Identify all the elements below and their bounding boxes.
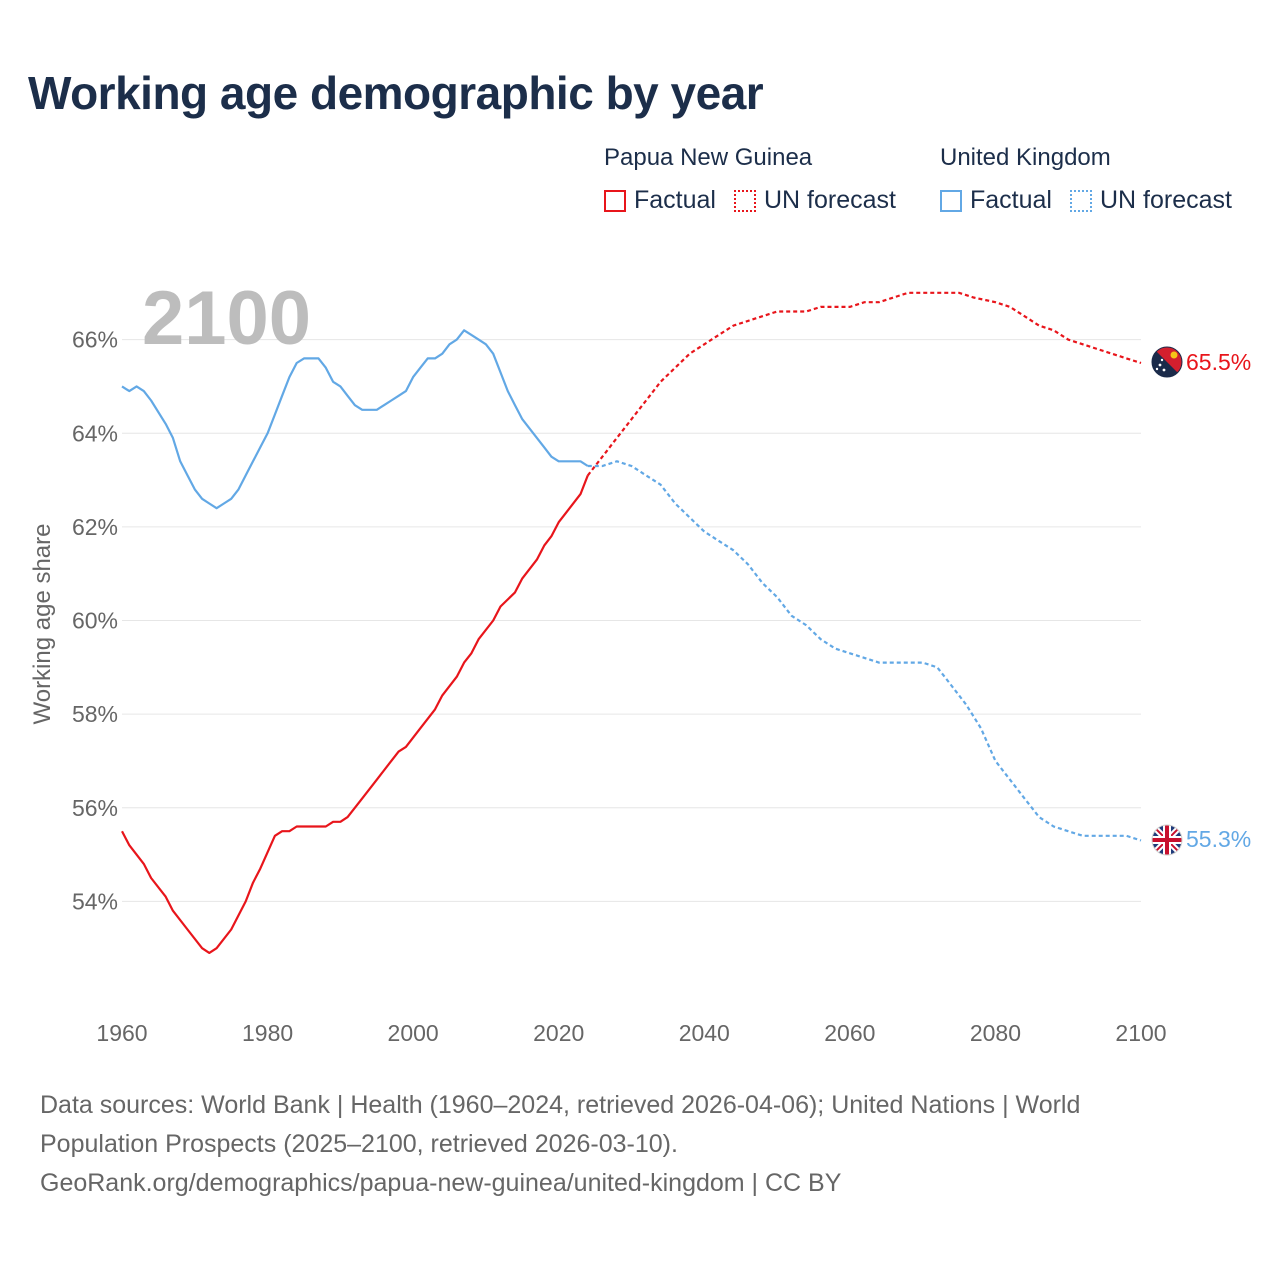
sources-line: Population Prospects (2025–2100, retriev… — [40, 1130, 678, 1158]
data-sources-note: Data sources: World Bank | Health (1960–… — [40, 1086, 1240, 1203]
legend-item-factual: Factual — [634, 186, 716, 214]
y-tick-label: 60% — [72, 608, 118, 634]
end-label-papua-new-guinea: 65.5% — [1186, 349, 1251, 375]
y-tick-label: 62% — [72, 514, 118, 540]
legend-country-name: United Kingdom — [940, 144, 1111, 171]
united-kingdom-flag — [1151, 824, 1183, 856]
x-tick-label: 2060 — [824, 1020, 875, 1046]
x-tick-label: 2040 — [679, 1020, 730, 1046]
x-tick-label: 2000 — [388, 1020, 439, 1046]
series-line-factual-united-kingdom — [121, 329, 589, 510]
legend-swatch-forecast — [1069, 189, 1092, 212]
y-tick-label: 56% — [72, 795, 118, 821]
legend-item-forecast: UN forecast — [1099, 186, 1232, 214]
y-tick-label: 58% — [72, 701, 118, 727]
year-overlay: 2100 — [142, 276, 311, 361]
legend-item-factual: Factual — [970, 186, 1052, 214]
x-tick-label: 2080 — [970, 1020, 1021, 1046]
x-tick-label: 2020 — [533, 1020, 584, 1046]
series-line-forecast-papua-new-guinea — [586, 291, 1142, 477]
legend-swatch-forecast — [733, 189, 756, 212]
y-axis-label: Working age share — [29, 524, 56, 725]
series-line-forecast-united-kingdom — [587, 460, 1142, 842]
y-tick-label: 64% — [72, 420, 118, 446]
y-tick-label: 54% — [72, 888, 118, 914]
legend-swatch-factual — [940, 189, 962, 212]
legend-swatch-factual — [604, 189, 626, 212]
end-label-united-kingdom: 55.3% — [1186, 826, 1251, 852]
papua-new-guinea-flag — [1151, 346, 1183, 378]
sources-line: GeoRank.org/demographics/papua-new-guine… — [40, 1169, 842, 1197]
y-tick-label: 66% — [72, 327, 118, 353]
x-tick-label: 2100 — [1115, 1020, 1166, 1046]
line-chart: 2100 Working age share 54% 56% 58% 60% 62% 64… — [29, 276, 1251, 1046]
series-line-factual-papua-new-guinea — [121, 474, 589, 954]
legend-group-papua-new-guinea: Papua New Guinea Factual UN forecast — [604, 144, 914, 215]
x-tick-label: 1960 — [96, 1020, 147, 1046]
sources-line: Data sources: World Bank | Health (1960–… — [40, 1091, 1081, 1119]
chart-title: Working age demographic by year — [28, 67, 764, 119]
legend-item-forecast: UN forecast — [763, 186, 896, 214]
legend-group-united-kingdom: United Kingdom Factual UN forecast — [940, 144, 1232, 215]
legend-country-name: Papua New Guinea — [604, 144, 813, 171]
x-tick-label: 1980 — [242, 1020, 293, 1046]
